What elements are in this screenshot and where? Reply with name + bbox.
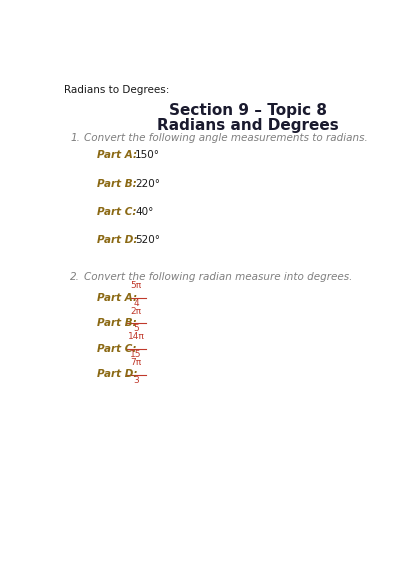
Text: 2π: 2π <box>130 307 142 316</box>
Text: Part A:: Part A: <box>97 150 137 160</box>
Text: Part B:: Part B: <box>97 179 137 189</box>
Text: 520°: 520° <box>135 235 160 245</box>
Text: 14π: 14π <box>128 332 144 341</box>
Text: 5π: 5π <box>130 281 142 290</box>
Text: 4: 4 <box>133 299 139 308</box>
Text: Part D:: Part D: <box>97 235 137 245</box>
Text: Radians and Degrees: Radians and Degrees <box>157 117 339 132</box>
Text: Section 9 – Topic 8: Section 9 – Topic 8 <box>169 103 327 119</box>
Text: 1.: 1. <box>70 133 80 144</box>
Text: Part C:: Part C: <box>97 207 137 217</box>
Text: Part D:: Part D: <box>97 370 137 379</box>
Text: Convert the following radian measure into degrees.: Convert the following radian measure int… <box>84 272 353 282</box>
Text: Part B:: Part B: <box>97 318 137 328</box>
Text: Convert the following angle measurements to radians.: Convert the following angle measurements… <box>84 133 368 144</box>
Text: 5: 5 <box>133 324 139 333</box>
Text: Radians to Degrees:: Radians to Degrees: <box>64 85 169 95</box>
Text: 220°: 220° <box>135 179 160 189</box>
Text: 40°: 40° <box>135 207 153 217</box>
Text: 15: 15 <box>130 350 142 359</box>
Text: 7π: 7π <box>130 358 142 367</box>
Text: Part C:: Part C: <box>97 343 137 353</box>
Text: 2.: 2. <box>70 272 80 282</box>
Text: Part A:: Part A: <box>97 292 137 303</box>
Text: 150°: 150° <box>135 150 160 160</box>
Text: 3: 3 <box>133 376 139 385</box>
